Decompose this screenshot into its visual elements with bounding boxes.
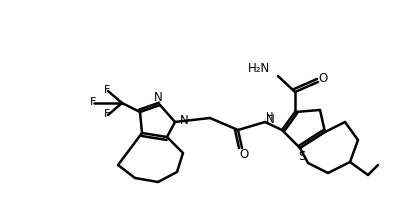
Text: H: H	[266, 112, 274, 122]
Text: F: F	[104, 109, 110, 119]
Text: F: F	[90, 97, 96, 107]
Text: S: S	[298, 150, 306, 162]
Text: N: N	[266, 112, 275, 126]
Text: N: N	[180, 114, 189, 127]
Text: O: O	[239, 147, 249, 161]
Text: N: N	[154, 91, 163, 104]
Text: O: O	[318, 73, 328, 85]
Text: F: F	[104, 85, 110, 95]
Text: H₂N: H₂N	[248, 61, 270, 74]
